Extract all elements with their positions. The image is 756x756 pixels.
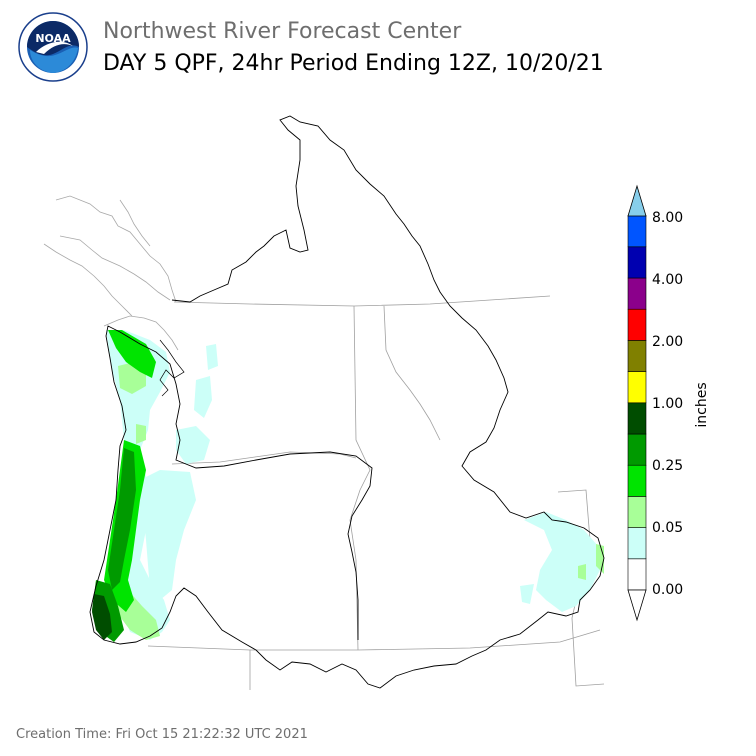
product-title: DAY 5 QPF, 24hr Period Ending 12Z, 10/20… (103, 51, 604, 76)
basin-boundary (89, 115, 605, 689)
noaa-logo-icon: NOAA (18, 12, 88, 82)
organization-title: Northwest River Forecast Center (103, 19, 462, 44)
puget-sound-coastline (159, 339, 185, 397)
precip-light-cyan (106, 330, 600, 640)
header: NOAA Northwest River Forecast Center DAY… (0, 0, 756, 90)
logo-text: NOAA (35, 32, 71, 45)
creation-time: Creation Time: Fri Oct 15 21:22:32 UTC 2… (16, 727, 308, 742)
precip-dark-green (92, 594, 112, 640)
canada-coastline (43, 195, 179, 351)
